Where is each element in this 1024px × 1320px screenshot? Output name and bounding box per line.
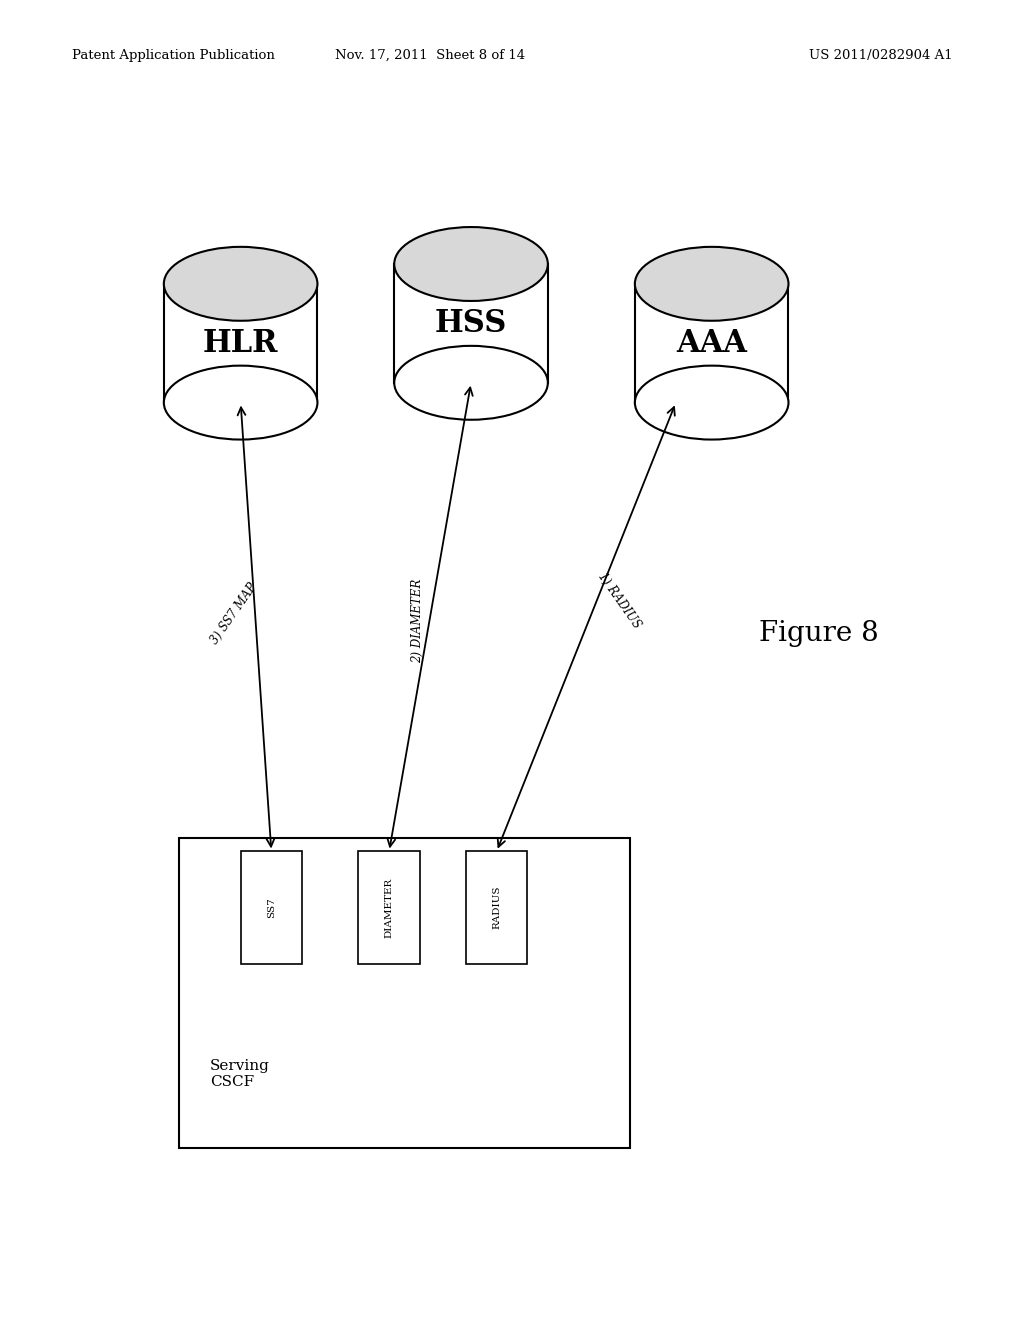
Text: Serving
CSCF: Serving CSCF (210, 1059, 269, 1089)
Ellipse shape (394, 346, 548, 420)
Bar (466, 851, 527, 964)
Text: SS7: SS7 (267, 898, 275, 917)
Text: DIAMETER: DIAMETER (385, 878, 393, 937)
Text: Nov. 17, 2011  Sheet 8 of 14: Nov. 17, 2011 Sheet 8 of 14 (335, 49, 525, 62)
Ellipse shape (394, 227, 548, 301)
Bar (179, 838, 630, 1148)
Text: RADIUS: RADIUS (493, 886, 501, 929)
Bar (635, 284, 788, 403)
Text: US 2011/0282904 A1: US 2011/0282904 A1 (809, 49, 952, 62)
Text: Patent Application Publication: Patent Application Publication (72, 49, 274, 62)
Bar (241, 851, 302, 964)
Text: AAA: AAA (676, 327, 748, 359)
Text: HSS: HSS (435, 308, 507, 339)
Ellipse shape (164, 366, 317, 440)
Bar (358, 851, 420, 964)
Text: HLR: HLR (203, 327, 279, 359)
Text: Figure 8: Figure 8 (760, 620, 879, 647)
Text: 1) RADIUS: 1) RADIUS (596, 570, 643, 631)
Text: 3) SS7 MAP: 3) SS7 MAP (208, 581, 259, 647)
Ellipse shape (164, 247, 317, 321)
Bar (164, 284, 317, 403)
Ellipse shape (635, 247, 788, 321)
Bar (394, 264, 548, 383)
Text: 2) DIAMETER: 2) DIAMETER (412, 578, 424, 663)
Ellipse shape (635, 366, 788, 440)
